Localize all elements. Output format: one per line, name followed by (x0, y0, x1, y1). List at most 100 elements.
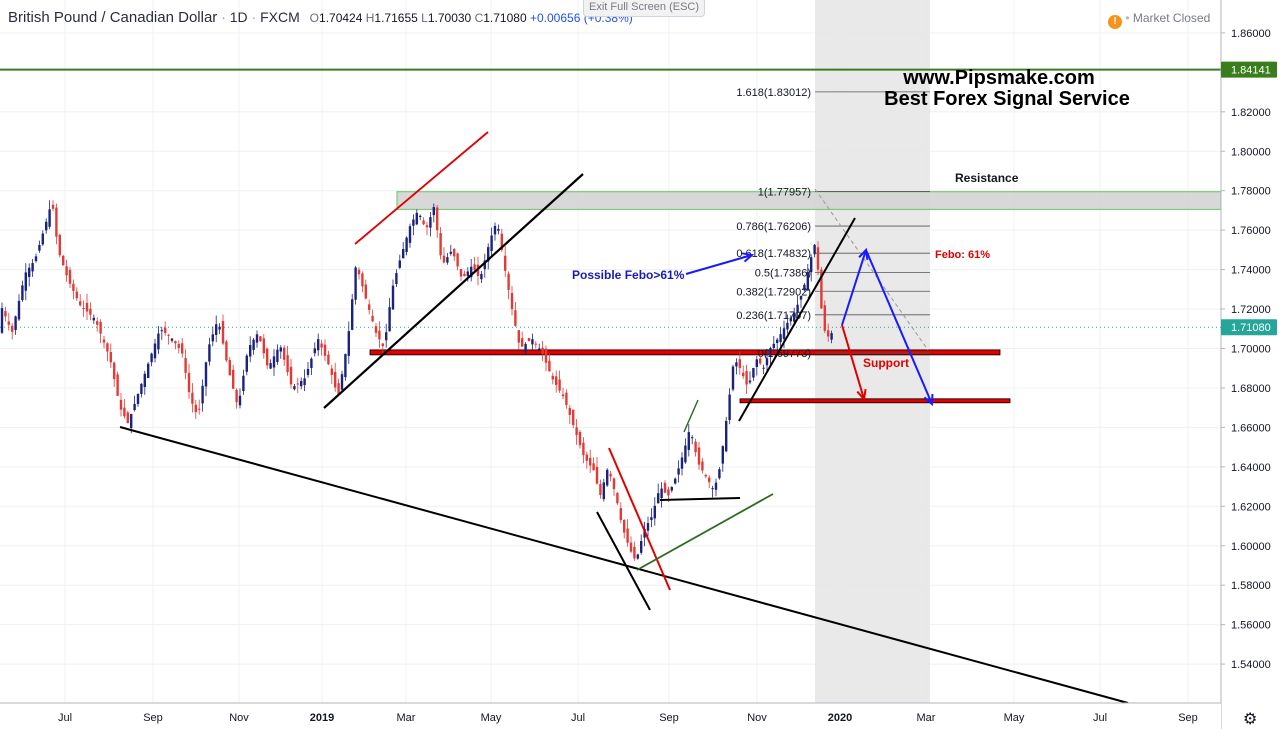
black-neckline (659, 497, 741, 501)
candle-body (38, 244, 41, 251)
candle-body (75, 291, 78, 299)
candle-body (300, 380, 303, 387)
candle-body (177, 344, 180, 349)
candle-body (153, 343, 157, 359)
candle-body (140, 383, 143, 395)
fib-label: 0.236(1.71707) (736, 310, 811, 322)
black-uptrend-line (738, 217, 856, 422)
candle-body (215, 324, 218, 335)
candle-body (340, 374, 344, 390)
candle-body (303, 378, 306, 386)
time-tick-label: Sep (1178, 712, 1198, 724)
candle-body (680, 457, 684, 469)
settings-gear-icon[interactable]: ⚙ (1243, 711, 1258, 728)
candle-body (548, 360, 551, 372)
candle-body (436, 207, 439, 231)
candle-body (602, 482, 605, 500)
candle-body (677, 468, 680, 475)
support-bar-lower (739, 398, 1011, 404)
price-tick-label: 1.56000 (1231, 620, 1271, 632)
exit-fullscreen-button[interactable]: Exit Full Screen (ESC) (583, 0, 705, 17)
symbol-header: British Pound / Canadian Dollar · 1D · F… (8, 9, 633, 26)
candle-body (191, 392, 194, 404)
candle-body (504, 255, 507, 271)
candle-body (514, 310, 517, 326)
candle-body (286, 355, 289, 373)
candle-body (776, 339, 779, 344)
price-tick-label: 1.86000 (1231, 28, 1271, 40)
candle-body (810, 257, 813, 273)
candle-body (412, 219, 415, 226)
candle-body (538, 348, 541, 350)
candle-body (89, 308, 92, 315)
candle-body (480, 273, 483, 280)
candle-body (619, 508, 622, 521)
symbol-name[interactable]: British Pound / Canadian Dollar (8, 9, 218, 26)
candle-body (765, 358, 769, 366)
candle-body (718, 469, 721, 479)
candle-body (667, 489, 670, 496)
price-tick-label: 1.70000 (1231, 344, 1271, 356)
candle-body (174, 340, 177, 344)
candle-body (34, 256, 38, 262)
candle-body (354, 267, 357, 300)
candle-body (653, 505, 656, 519)
candle-body (599, 483, 602, 495)
candle-body (85, 302, 89, 312)
candle-body (827, 330, 830, 337)
candle-body (738, 359, 741, 368)
candle-body (612, 478, 616, 490)
fib-label: 1.618(1.83012) (736, 87, 811, 99)
watermark-tagline: Best Forex Signal Service (884, 88, 1130, 110)
candle-body (405, 237, 408, 253)
candle-body (419, 215, 422, 218)
candle-body (636, 554, 639, 559)
candle-body (803, 284, 806, 291)
candle-body (72, 283, 75, 292)
candle-body (170, 338, 174, 341)
candle-body (225, 341, 228, 361)
candle-body (310, 358, 313, 368)
candle-body (283, 347, 286, 360)
market-status: ! • Market Closed (1108, 11, 1210, 29)
candle-body (806, 271, 809, 291)
candle-body (395, 273, 398, 285)
interval[interactable]: 1D (229, 9, 248, 25)
candle-body (663, 482, 667, 493)
candle-body (82, 308, 85, 310)
candle-body (391, 285, 395, 310)
candle-body (691, 437, 694, 439)
price-tick-label: 1.68000 (1231, 383, 1271, 395)
candle-body (381, 343, 384, 347)
candle-body (531, 339, 534, 345)
candle-body (640, 541, 643, 553)
price-tick-label: 1.66000 (1231, 422, 1271, 434)
candle-body (160, 330, 163, 332)
candle-body (633, 546, 636, 559)
resistance-label: Resistance (955, 171, 1019, 185)
candle-body (575, 427, 578, 436)
possible-febo-label: Possible Febo>61% (572, 268, 685, 282)
candle-body (782, 328, 786, 339)
candle-body (796, 304, 799, 313)
price-tick-label: 1.62000 (1231, 501, 1271, 513)
candle-body (143, 373, 146, 387)
candle-body (565, 392, 568, 405)
candle-body (262, 338, 265, 354)
candle-body (96, 321, 99, 325)
candle-body (823, 305, 826, 331)
candle-body (266, 348, 269, 366)
candle-body (527, 337, 531, 342)
candle-body (65, 266, 68, 276)
candle-body (735, 362, 738, 367)
candle-body (147, 363, 150, 379)
price-tick-label: 1.80000 (1231, 146, 1271, 158)
candle-body (657, 493, 660, 504)
candle-body (269, 363, 272, 369)
candle-body (51, 204, 55, 209)
candle-body (687, 432, 690, 450)
candle-body (534, 343, 537, 345)
candle-body (555, 376, 558, 385)
